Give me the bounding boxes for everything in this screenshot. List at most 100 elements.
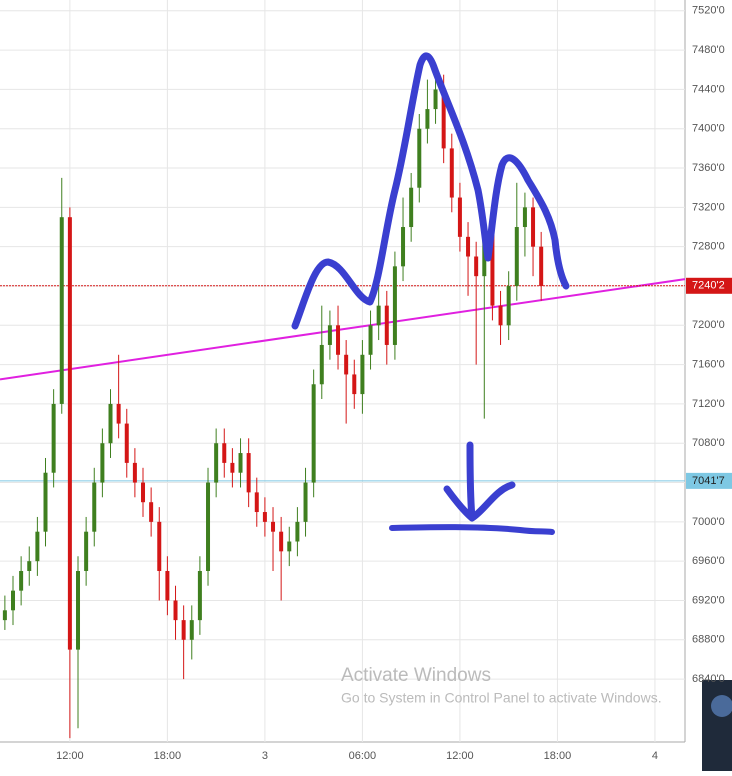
corner-icon [711, 695, 732, 717]
candle-body [59, 217, 64, 404]
candle-body [214, 443, 219, 483]
candle-body [132, 462, 137, 483]
candle-body [498, 305, 503, 326]
candle-body [336, 325, 341, 355]
candle-body [11, 590, 16, 611]
watermark-title: Activate Windows [341, 665, 491, 686]
hand-drawing [291, 52, 570, 535]
y-tick-label: 6880'0 [692, 634, 725, 646]
candle-body [197, 570, 202, 621]
y-tick-label: 7520'0 [692, 5, 725, 17]
y-tick-label: 7120'0 [692, 398, 725, 410]
candle-body [165, 570, 170, 601]
candle-body [433, 89, 438, 110]
candle-body [311, 384, 316, 483]
candle-body [368, 325, 373, 355]
candle-body [392, 266, 397, 345]
candle-body [124, 423, 129, 463]
candle-body [100, 443, 105, 483]
y-tick-label: 7360'0 [692, 162, 725, 174]
candle-body [344, 354, 349, 375]
candle-body [417, 128, 422, 188]
candle-body [409, 187, 414, 228]
candle-body [254, 492, 259, 513]
trend-line [0, 278, 686, 381]
candle-body [425, 109, 430, 129]
y-tick-label: 6920'0 [692, 594, 725, 606]
y-tick-label: 7080'0 [692, 437, 725, 449]
price-label: 7240'2 [692, 280, 725, 292]
candle-body [19, 570, 24, 591]
candle-body [271, 521, 276, 532]
candle-body [43, 472, 48, 532]
candle-body [27, 561, 32, 571]
candle-body [352, 374, 357, 395]
corner-widget [702, 680, 732, 771]
candle-body [376, 305, 381, 326]
candle-body [441, 89, 446, 149]
candle-body [222, 443, 227, 463]
candle-body [279, 531, 284, 552]
candle-body [51, 403, 56, 473]
x-tick-label: 4 [652, 750, 658, 762]
candle-body [539, 246, 544, 286]
candle-body [303, 482, 308, 522]
y-tick-label: 7400'0 [692, 123, 725, 135]
y-tick-label: 7480'0 [692, 44, 725, 56]
candle-body [116, 403, 121, 424]
candle-body [531, 207, 536, 247]
candle-body [522, 207, 527, 228]
target-line-sketch [389, 524, 555, 535]
head-shoulders-sketch [291, 52, 570, 330]
y-tick-label: 7320'0 [692, 201, 725, 213]
x-tick-label: 18:00 [544, 750, 572, 762]
y-tick-label: 7000'0 [692, 516, 725, 528]
candle-body [238, 453, 243, 473]
candle-body [84, 531, 89, 571]
down-arrow-sketch [443, 441, 516, 522]
candle-body [230, 462, 235, 473]
candle-body [449, 148, 454, 198]
x-tick-label: 3 [262, 750, 268, 762]
x-tick-label: 06:00 [349, 750, 377, 762]
candle-body [246, 453, 251, 493]
candle-body [384, 305, 389, 345]
candle-body [92, 482, 97, 532]
x-tick-label: 12:00 [56, 750, 84, 762]
y-tick-label: 6840'0 [692, 673, 725, 685]
candle-body [401, 227, 406, 267]
y-axis-panel [685, 0, 732, 771]
price-label-box [686, 472, 732, 489]
candle-body [173, 600, 178, 621]
candle-body [287, 541, 292, 552]
candle-body [319, 344, 324, 385]
candle-body [206, 482, 211, 571]
y-tick-label: 6960'0 [692, 555, 725, 567]
candle-body [108, 403, 113, 444]
plot [0, 0, 686, 742]
watermark-subtitle: Go to System in Control Panel to activat… [341, 690, 662, 706]
candle-body [35, 531, 40, 562]
x-tick-label: 18:00 [154, 750, 182, 762]
candle-body [141, 482, 146, 503]
y-tick-label: 7440'0 [692, 83, 725, 95]
candle-body [514, 227, 519, 286]
candle-body [76, 570, 81, 650]
candle-body [457, 197, 462, 237]
candle-body [67, 217, 72, 650]
candle-body [189, 620, 194, 640]
candle-body [360, 354, 365, 395]
price-label: 7041'7 [692, 475, 725, 487]
candle-body [327, 325, 332, 345]
y-tick-label: 7160'0 [692, 359, 725, 371]
x-tick-label: 12:00 [446, 750, 474, 762]
candle-body [506, 285, 511, 326]
candle-body [149, 502, 154, 522]
candle-body [490, 227, 495, 306]
candle-body [262, 512, 267, 522]
candle-body [157, 521, 162, 571]
candle-body [181, 620, 186, 640]
price-label-box [686, 277, 732, 294]
